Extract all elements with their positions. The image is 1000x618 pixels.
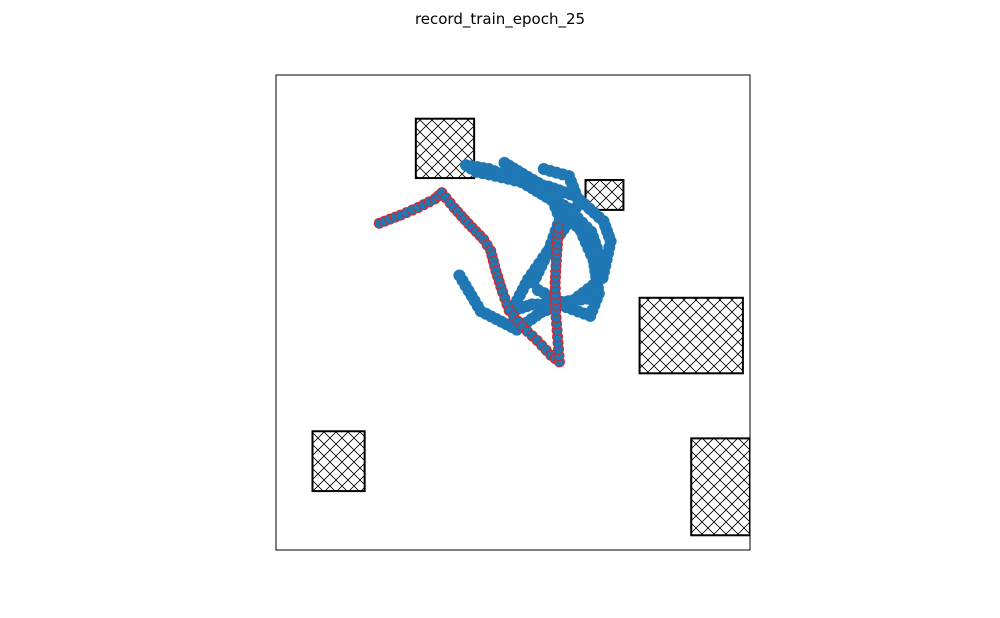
trajectory-2-point <box>532 284 545 297</box>
trajectory-1-point <box>537 163 550 176</box>
trajectory-2 <box>498 156 609 309</box>
chart-title: record_train_epoch_25 <box>414 10 586 28</box>
obstacle-4 <box>311 430 366 493</box>
trajectory-3-point <box>553 222 565 234</box>
trajectory-group <box>373 156 617 368</box>
obstacle-5 <box>690 437 750 537</box>
obstacle-3 <box>638 296 744 375</box>
trajectory-3 <box>373 187 565 368</box>
